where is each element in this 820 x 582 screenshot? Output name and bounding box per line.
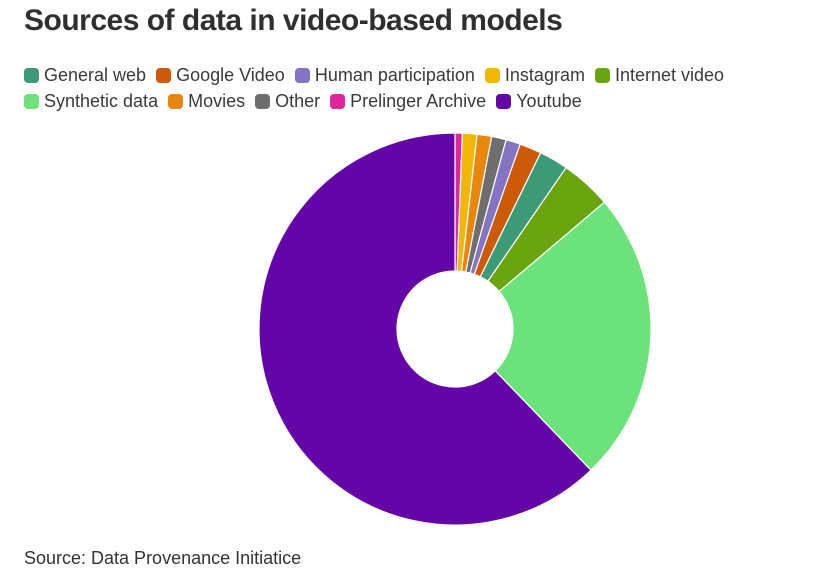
legend-item: Internet video bbox=[594, 64, 725, 86]
legend-item: General web bbox=[24, 64, 146, 86]
legend-label: Youtube bbox=[516, 90, 582, 111]
legend-swatch bbox=[24, 67, 39, 83]
donut-chart bbox=[258, 132, 652, 526]
pie-slice bbox=[494, 201, 652, 472]
legend-swatch bbox=[496, 93, 512, 109]
legend-label: Instagram bbox=[504, 64, 585, 85]
legend-label: Movies bbox=[188, 90, 246, 111]
pie-slice bbox=[258, 132, 592, 526]
legend-swatch bbox=[24, 93, 39, 109]
legend-label: General web bbox=[44, 64, 147, 85]
legend-item: Synthetic data bbox=[24, 90, 158, 112]
legend-item: Google Video bbox=[156, 64, 285, 86]
legend-item: Prelinger Archive bbox=[330, 90, 486, 112]
chart-source: Source: Data Provenance Initiatice bbox=[24, 548, 302, 568]
legend-swatch bbox=[255, 93, 271, 109]
legend-swatch bbox=[330, 93, 346, 109]
chart-legend: General web Google Video Human participati… bbox=[24, 64, 804, 112]
legend-item: Youtube bbox=[496, 90, 582, 112]
legend-item: Human participation bbox=[294, 64, 475, 86]
legend-label: Internet video bbox=[614, 64, 725, 85]
legend-label: Prelinger Archive bbox=[350, 90, 487, 111]
legend-item: Movies bbox=[168, 90, 245, 112]
legend-swatch bbox=[484, 67, 500, 83]
legend-swatch bbox=[156, 67, 172, 83]
legend-label: Human participation bbox=[314, 64, 475, 85]
chart-title: Sources of data in video-based models bbox=[24, 4, 563, 37]
legend-label: Synthetic data bbox=[44, 90, 159, 111]
legend-label: Other bbox=[275, 90, 321, 111]
legend-swatch bbox=[594, 67, 610, 83]
legend-swatch bbox=[168, 93, 184, 109]
legend-label: Google Video bbox=[176, 64, 285, 85]
legend-swatch bbox=[294, 67, 310, 83]
legend-item: Other bbox=[255, 90, 320, 112]
legend-item: Instagram bbox=[484, 64, 585, 86]
